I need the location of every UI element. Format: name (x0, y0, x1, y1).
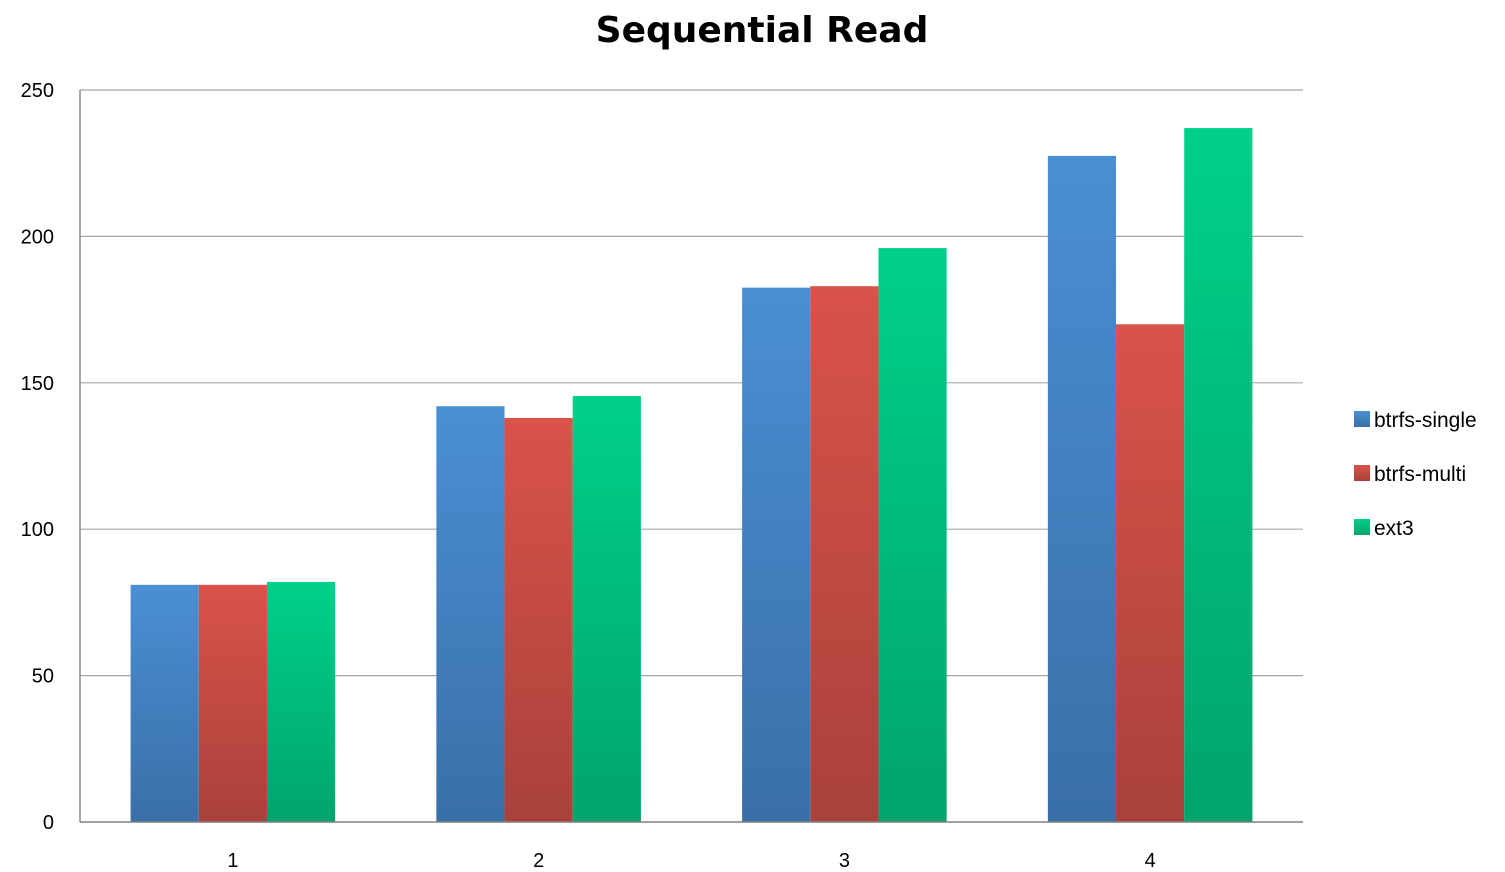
legend-label-btrfs-single: btrfs-single (1374, 409, 1477, 432)
x-tick-label: 3 (839, 850, 850, 872)
bar-btrfs-multi-4 (1116, 324, 1185, 822)
legend-label-btrfs-multi: btrfs-multi (1374, 463, 1466, 486)
bar-ext3-1 (266, 581, 336, 822)
y-tick-label: 250 (21, 80, 54, 102)
legend-swatch-btrfs-multi (1354, 465, 1370, 481)
bar-btrfs-multi-1 (198, 584, 267, 822)
bars (130, 128, 1253, 823)
bar-btrfs-multi-2 (504, 417, 573, 822)
legend: btrfs-single btrfs-multi ext3 (1354, 409, 1477, 540)
chart-title: Sequential Read (596, 10, 929, 51)
x-tick-label: 2 (533, 850, 544, 872)
y-tick-label: 100 (21, 519, 54, 541)
bar-btrfs-multi-3 (810, 286, 879, 822)
x-tick-label: 4 (1145, 850, 1156, 872)
bar-btrfs-single-3 (742, 287, 811, 822)
legend-label-ext3: ext3 (1374, 517, 1414, 540)
legend-swatch-ext3 (1354, 519, 1370, 535)
y-axis-ticks: 0 50 100 150 200 250 (21, 80, 54, 834)
bar-ext3-3 (878, 248, 947, 822)
bar-ext3-2 (572, 395, 641, 822)
y-tick-label: 0 (43, 812, 54, 834)
bar-ext3-4 (1184, 128, 1253, 823)
y-tick-label: 150 (21, 373, 54, 395)
legend-swatch-btrfs-single (1354, 411, 1370, 427)
bar-btrfs-single-2 (436, 406, 505, 822)
x-axis-ticks: 1 2 3 4 (227, 850, 1155, 872)
x-tick-label: 1 (227, 850, 238, 872)
bar-btrfs-single-1 (130, 584, 199, 822)
bar-btrfs-single-4 (1047, 155, 1117, 822)
y-tick-label: 200 (21, 226, 54, 248)
y-tick-label: 50 (32, 666, 54, 688)
